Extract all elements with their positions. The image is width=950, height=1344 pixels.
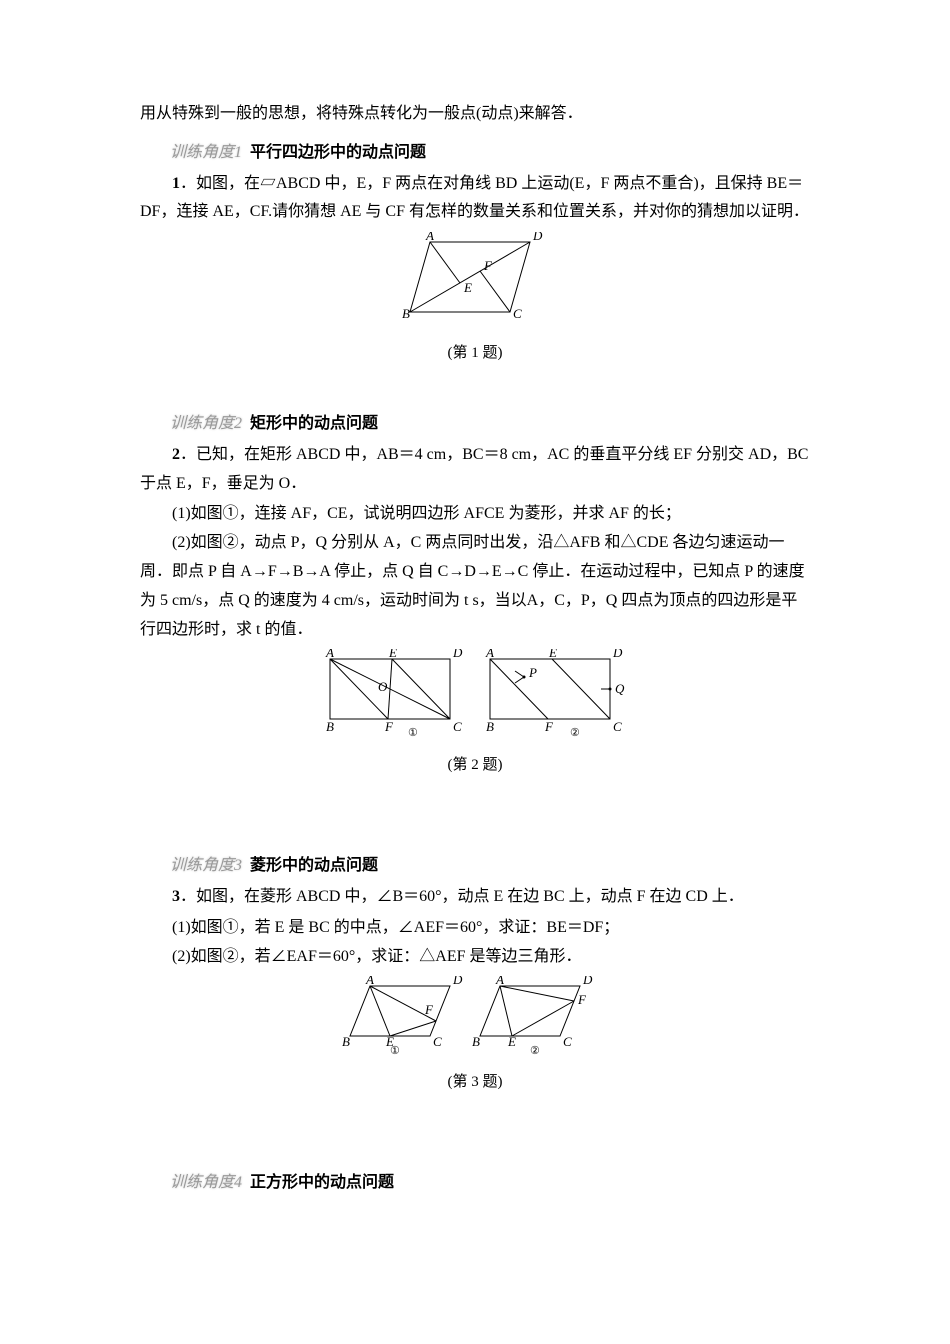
- figure-3-container: A D B C E F ① A D B C E F ② (第 3 题): [140, 976, 810, 1096]
- problem-num-3: 3: [172, 888, 180, 905]
- svg-text:B: B: [326, 719, 334, 734]
- svg-text:F: F: [577, 992, 587, 1007]
- svg-text:②: ②: [530, 1045, 540, 1056]
- svg-text:P: P: [528, 665, 537, 680]
- figure-2-label: (第 2 题): [140, 752, 810, 779]
- svg-text:B: B: [402, 306, 410, 321]
- section-title-4: 正方形中的动点问题: [250, 1169, 394, 1198]
- intro-text: 用从特殊到一般的思想，将特殊点转化为一般点(动点)来解答．: [140, 100, 810, 129]
- problem-text-2: ．已知，在矩形 ABCD 中，AB＝4 cm，BC＝8 cm，AC 的垂直平分线…: [140, 446, 808, 492]
- svg-text:②: ②: [570, 727, 580, 739]
- svg-text:B: B: [342, 1034, 350, 1049]
- problem-2-sub2: (2)如图②，动点 P，Q 分别从 A，C 两点同时出发，沿△AFB 和△CDE…: [140, 529, 810, 644]
- svg-text:A: A: [485, 649, 494, 660]
- section-label-2: 训练角度2: [170, 410, 242, 439]
- svg-text:C: C: [563, 1034, 572, 1049]
- svg-text:A: A: [425, 232, 434, 243]
- problem-num-1: 1: [172, 175, 180, 192]
- problem-2-sub1: (1)如图①，连接 AF，CE，试说明四边形 AFCE 为菱形，并求 AF 的长…: [140, 500, 810, 529]
- svg-text:①: ①: [408, 727, 418, 739]
- section-header-1: 训练角度1 平行四边形中的动点问题: [170, 139, 810, 168]
- svg-text:D: D: [452, 649, 463, 660]
- figure-3-label: (第 3 题): [140, 1069, 810, 1096]
- figure-1-container: A D B C E F (第 1 题): [140, 232, 810, 367]
- svg-text:A: A: [495, 976, 504, 987]
- svg-text:A: A: [365, 976, 374, 987]
- figure-2-svg: A E D B F C O ① A E D B F C P Q ②: [320, 649, 630, 739]
- problem-3: 3．如图，在菱形 ABCD 中，∠B＝60°，动点 E 在边 BC 上，动点 F…: [140, 883, 810, 912]
- problem-num-2: 2: [172, 446, 180, 463]
- section-title-1: 平行四边形中的动点问题: [250, 139, 426, 168]
- svg-text:D: D: [582, 976, 593, 987]
- svg-text:E: E: [548, 649, 557, 660]
- section-label-3: 训练角度3: [170, 852, 242, 881]
- svg-text:C: C: [433, 1034, 442, 1049]
- section-header-2: 训练角度2 矩形中的动点问题: [170, 410, 810, 439]
- problem-text-3: ．如图，在菱形 ABCD 中，∠B＝60°，动点 E 在边 BC 上，动点 F …: [180, 888, 744, 905]
- svg-text:Q: Q: [615, 681, 625, 696]
- section-header-3: 训练角度3 菱形中的动点问题: [170, 852, 810, 881]
- svg-text:B: B: [486, 719, 494, 734]
- svg-text:C: C: [613, 719, 622, 734]
- svg-text:A: A: [325, 649, 334, 660]
- svg-text:D: D: [452, 976, 463, 987]
- figure-3-svg: A D B C E F ① A D B C E F ②: [340, 976, 610, 1056]
- figure-2-container: A E D B F C O ① A E D B F C P Q ② (第 2 题…: [140, 649, 810, 779]
- svg-text:C: C: [453, 719, 462, 734]
- section-header-4: 训练角度4 正方形中的动点问题: [170, 1169, 810, 1198]
- svg-text:F: F: [483, 258, 493, 273]
- svg-text:①: ①: [390, 1045, 400, 1056]
- section-title-2: 矩形中的动点问题: [250, 410, 378, 439]
- figure-1-label: (第 1 题): [140, 340, 810, 367]
- section-title-3: 菱形中的动点问题: [250, 852, 378, 881]
- svg-text:E: E: [388, 649, 397, 660]
- problem-1: 1．如图，在▱ABCD 中，E，F 两点在对角线 BD 上运动(E，F 两点不重…: [140, 170, 810, 228]
- svg-text:O: O: [378, 679, 388, 694]
- svg-text:E: E: [507, 1034, 516, 1049]
- problem-text-1: ．如图，在▱ABCD 中，E，F 两点在对角线 BD 上运动(E，F 两点不重合…: [140, 175, 809, 221]
- problem-2: 2．已知，在矩形 ABCD 中，AB＝4 cm，BC＝8 cm，AC 的垂直平分…: [140, 441, 810, 499]
- figure-1-svg: A D B C E F: [400, 232, 550, 327]
- svg-text:F: F: [384, 719, 394, 734]
- svg-text:B: B: [472, 1034, 480, 1049]
- svg-text:F: F: [544, 719, 554, 734]
- problem-3-sub2: (2)如图②，若∠EAF＝60°，求证：△AEF 是等边三角形．: [140, 943, 810, 972]
- svg-text:E: E: [463, 280, 472, 295]
- svg-text:D: D: [612, 649, 623, 660]
- section-label-4: 训练角度4: [170, 1169, 242, 1198]
- problem-3-sub1: (1)如图①，若 E 是 BC 的中点，∠AEF＝60°，求证：BE＝DF；: [140, 914, 810, 943]
- svg-text:D: D: [532, 232, 543, 243]
- svg-text:F: F: [424, 1002, 434, 1017]
- section-label-1: 训练角度1: [170, 139, 242, 168]
- svg-text:C: C: [513, 306, 522, 321]
